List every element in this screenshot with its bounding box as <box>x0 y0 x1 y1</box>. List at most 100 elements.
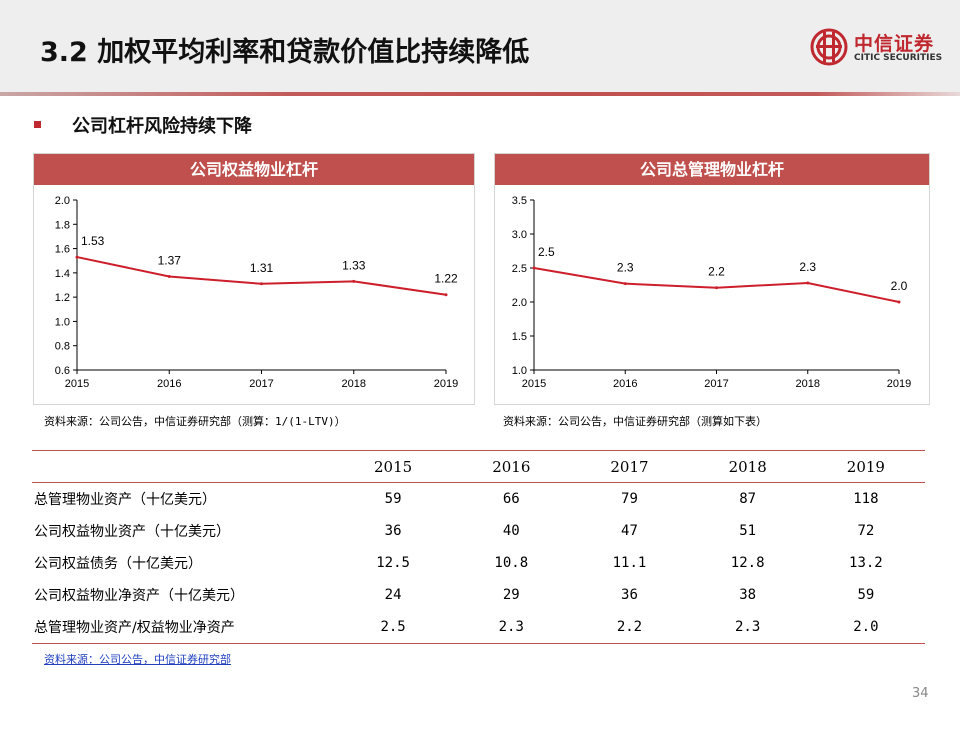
table-cell: 36 <box>384 523 402 539</box>
data-label: 2.3 <box>799 260 816 274</box>
data-label: 1.37 <box>158 254 182 268</box>
table-cell: 51 <box>739 523 757 539</box>
row-label: 公司权益债务（十亿美元） <box>34 556 202 572</box>
row-label: 公司权益物业净资产（十亿美元） <box>34 588 244 604</box>
header-divider <box>0 92 960 96</box>
equity-leverage-chart: 0.6 0.8 1.0 1.2 1.4 1.6 1.8 2.0 2015 2016 2017 2018… <box>55 195 459 390</box>
table-cell: 2.3 <box>688 611 807 644</box>
chart-title: 公司权益物业杠杆 <box>34 154 474 185</box>
x-tick-label: 2016 <box>613 378 637 390</box>
data-point <box>260 282 263 286</box>
data-label: 2.3 <box>617 261 634 275</box>
table-row: 公司权益物业资产（十亿美元） 36 40 47 51 72 <box>32 515 925 547</box>
table-cell: 72 <box>857 523 875 539</box>
x-tick-label: 2017 <box>704 378 728 390</box>
table-cell: 40 <box>502 523 520 539</box>
citic-logo: 中信证券 CITIC SECURITIES <box>810 28 950 68</box>
y-tick-label: 0.6 <box>55 365 70 377</box>
data-label: 2.2 <box>708 265 725 279</box>
table-row: 总管理物业资产（十亿美元） 59 66 79 87 118 <box>32 483 925 516</box>
chart-panel-managed-leverage: 公司总管理物业杠杆 1.0 1.5 2.0 2.5 3.0 3.5 2015 2016 2017… <box>494 153 930 405</box>
table-header-cell: 2015 <box>334 450 453 483</box>
table-cell: 38 <box>739 587 757 603</box>
table-cell: 11.1 <box>612 555 647 571</box>
x-tick-label: 2019 <box>887 378 911 390</box>
chart-source-note: 资料来源：公司公告，中信证券研究部（测算：1/(1-LTV)） <box>44 415 346 428</box>
table-cell: 59 <box>384 491 402 507</box>
table-row: 公司权益债务（十亿美元） 12.5 10.8 11.1 12.8 13.2 <box>32 547 925 579</box>
data-point <box>897 300 901 304</box>
table-cell: 10.8 <box>494 555 529 571</box>
x-tick-label: 2017 <box>249 378 273 390</box>
y-tick-label: 1.0 <box>512 365 527 377</box>
table-cell: 87 <box>739 491 757 507</box>
data-point <box>715 286 718 290</box>
data-point <box>444 293 448 297</box>
leverage-table: 2015 2016 2017 2018 2019 总管理物业资产（十亿美元） 5… <box>32 450 925 644</box>
table-cell: 66 <box>502 491 520 507</box>
table-header-cell: 2017 <box>570 450 689 483</box>
section-bullet-icon <box>34 121 41 128</box>
data-label: 1.53 <box>81 234 105 248</box>
row-label: 总管理物业资产/权益物业净资产 <box>32 611 334 644</box>
data-point <box>532 266 536 270</box>
table-cell: 2.0 <box>806 611 925 644</box>
y-tick-label: 3.0 <box>512 229 527 241</box>
data-label: 1.22 <box>434 272 458 286</box>
managed-leverage-chart: 1.0 1.5 2.0 2.5 3.0 3.5 2015 2016 2017 2018 2019 2.… <box>512 195 912 390</box>
table-header-row: 2015 2016 2017 2018 2019 <box>32 450 925 483</box>
data-point <box>352 279 356 283</box>
data-label: 2.5 <box>538 245 555 259</box>
data-point <box>167 275 171 278</box>
table-cell: 2.2 <box>570 611 689 644</box>
table-header-cell: 2018 <box>688 450 807 483</box>
y-tick-label: 1.4 <box>55 268 70 280</box>
logo-en-text: CITIC SECURITIES <box>854 53 943 63</box>
chart-panel-equity-leverage: 公司权益物业杠杆 0.6 0.8 1.0 1.2 1.4 1.6 1.8 2.0 2015 201… <box>33 153 475 405</box>
y-tick-label: 1.8 <box>55 219 70 231</box>
page-number: 34 <box>912 686 929 701</box>
table-cell: 2.3 <box>452 611 571 644</box>
section-title: 公司杠杆风险持续下降 <box>72 116 252 137</box>
table-cell: 36 <box>621 587 638 603</box>
y-tick-label: 1.0 <box>55 316 70 328</box>
page-title: 3.2 加权平均利率和贷款价值比持续降低 <box>40 37 530 68</box>
table-cell: 29 <box>502 587 520 603</box>
logo-cn-text: 中信证券 <box>854 33 935 55</box>
table-cell: 79 <box>621 491 638 507</box>
row-label: 公司权益物业资产（十亿美元） <box>34 524 230 540</box>
data-label: 1.31 <box>250 261 274 275</box>
y-tick-label: 1.5 <box>512 331 527 343</box>
y-tick-label: 2.0 <box>512 297 527 309</box>
chart-source-note: 资料来源：公司公告，中信证券研究部（测算如下表） <box>503 415 767 428</box>
row-label: 总管理物业资产（十亿美元） <box>34 492 216 508</box>
data-point <box>75 255 79 259</box>
table-cell: 2.5 <box>334 611 453 644</box>
x-tick-label: 2019 <box>434 378 458 390</box>
y-tick-label: 1.2 <box>55 292 70 304</box>
citic-seal-icon <box>810 28 848 66</box>
data-point <box>623 282 627 286</box>
header-band <box>0 0 960 92</box>
x-tick-label: 2018 <box>796 378 820 390</box>
data-point <box>806 281 810 285</box>
table-header-cell: 2019 <box>806 450 925 483</box>
data-label: 2.0 <box>891 279 908 293</box>
data-label: 1.33 <box>342 258 366 272</box>
y-tick-label: 2.5 <box>512 263 527 275</box>
y-tick-label: 2.0 <box>55 195 70 207</box>
chart-title: 公司总管理物业杠杆 <box>495 154 929 185</box>
x-tick-label: 2018 <box>342 378 366 390</box>
y-tick-label: 0.8 <box>55 341 70 353</box>
table-cell: 24 <box>384 587 402 603</box>
table-header-cell: 2016 <box>452 450 571 483</box>
table-cell: 12.8 <box>730 555 765 571</box>
table-row: 公司权益物业净资产（十亿美元） 24 29 36 38 59 <box>32 579 925 611</box>
y-tick-label: 1.6 <box>55 244 70 256</box>
table-row: 总管理物业资产/权益物业净资产 2.5 2.3 2.2 2.3 2.0 <box>32 611 925 644</box>
table-cell: 118 <box>853 491 879 507</box>
table-source-link[interactable]: 资料来源：公司公告，中信证券研究部 <box>44 653 231 666</box>
table-cell: 59 <box>857 587 875 603</box>
x-tick-label: 2015 <box>522 378 546 390</box>
y-tick-label: 3.5 <box>512 195 527 207</box>
